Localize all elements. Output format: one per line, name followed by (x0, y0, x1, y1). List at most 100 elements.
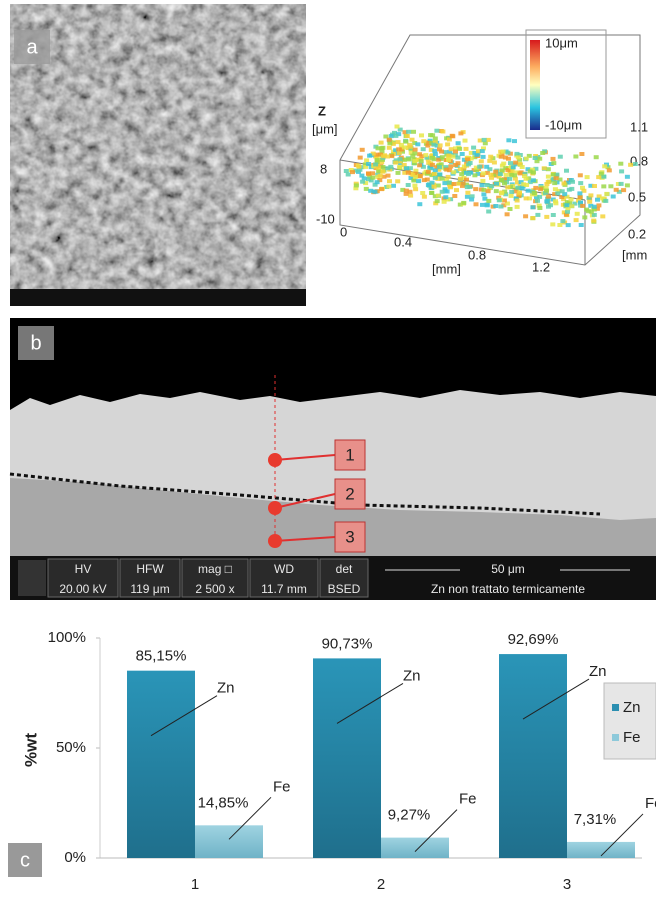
bar (127, 671, 195, 858)
surface-speck (511, 165, 516, 169)
surface-speck (603, 199, 608, 203)
surface-speck (403, 140, 408, 144)
surface-speck (625, 175, 630, 179)
surface-speck (492, 161, 497, 165)
surface-speck (509, 190, 514, 194)
surface-speck (585, 175, 590, 179)
surface-speck (580, 204, 585, 208)
surface-speck (565, 210, 570, 214)
surface-speck (429, 191, 434, 195)
value-label: 90,73% (322, 635, 373, 652)
surface-speck (542, 166, 547, 170)
surface-speck (440, 155, 445, 159)
surface-speck (566, 223, 571, 227)
chart: c %wt 0%50%100%185,15%Zn14,85%Fe290,73%Z… (8, 629, 656, 893)
surface-speck (509, 194, 514, 198)
surface-speck (360, 180, 365, 184)
surface-speck (481, 171, 486, 175)
surface-speck (569, 187, 574, 191)
surface-speck (528, 169, 533, 173)
y-tick: 0.5 (628, 189, 646, 204)
surface-speck (376, 146, 381, 150)
surface-speck (473, 187, 478, 191)
surface-speck (440, 130, 445, 134)
z-tick: 8 (320, 161, 327, 176)
surface-speck (433, 152, 438, 156)
surface-speck (430, 163, 435, 167)
info-cells: HV20.00 kVHFW119 μmmag □2 500 xWD11.7 mm… (48, 559, 368, 597)
surface-speck (602, 164, 607, 168)
surface-speck (607, 168, 612, 172)
surface-speck (486, 189, 491, 193)
surface-speck (522, 174, 527, 178)
surface-speck (489, 184, 494, 188)
surface-speck (569, 204, 574, 208)
surface-speck (480, 149, 485, 153)
surface-speck (379, 187, 384, 191)
surface-speck (554, 176, 559, 180)
surface-speck (380, 146, 385, 150)
surface-speck (546, 205, 551, 209)
surface-speck (446, 175, 451, 179)
logo (18, 560, 46, 596)
x-tick: 0.4 (394, 234, 412, 249)
point-label: 1 (345, 445, 354, 464)
surface-speck (422, 178, 427, 182)
surface-speck (532, 191, 537, 195)
sem-info-bar (10, 289, 306, 306)
surface-speck (551, 161, 556, 165)
surface-speck (450, 134, 455, 138)
surface-speck (420, 191, 425, 195)
surface-speck (531, 178, 536, 182)
surface-speck (499, 191, 504, 195)
surface-speck (517, 192, 522, 196)
surface-speck (375, 180, 380, 184)
surface-speck (586, 209, 591, 213)
y-axis-label: %wt (21, 733, 40, 767)
surface-speck (570, 180, 575, 184)
surface-speck (357, 165, 362, 169)
surface-speck (426, 170, 431, 174)
surface-speck (551, 213, 556, 217)
surface-speck (364, 158, 369, 162)
surface-speck (433, 137, 438, 141)
surface-speck (611, 195, 616, 199)
surface-speck (555, 191, 560, 195)
surface-speck (416, 179, 421, 183)
surface-speck (533, 186, 538, 190)
surface-speck (601, 184, 606, 188)
surface-speck (350, 170, 355, 174)
info-key: mag □ (198, 562, 232, 576)
panel-label: b (30, 332, 41, 354)
sample-label: Zn non trattato termicamente (431, 582, 585, 596)
colorbar-min: -10μm (545, 117, 582, 132)
surface-speck (550, 222, 555, 226)
surface-speck (523, 214, 528, 218)
y-tick: 1.1 (630, 119, 648, 134)
surface-speck (445, 142, 450, 146)
surface-speck (600, 214, 605, 218)
annotation: Fe (645, 795, 656, 812)
surface-speck (546, 180, 551, 184)
surface-speck (358, 156, 363, 160)
surface-speck (518, 171, 523, 175)
legend-label: Fe (623, 729, 641, 746)
surface-speck (553, 187, 558, 191)
z-unit: [μm] (312, 121, 338, 136)
surface-speck (421, 147, 426, 151)
surface-speck (482, 138, 487, 142)
annotation: Zn (589, 663, 607, 680)
surface-speck (379, 141, 384, 145)
panel-label: c (20, 849, 30, 871)
surface-speck (599, 172, 604, 176)
panel-a: a (10, 4, 306, 306)
surface-speck (480, 183, 485, 187)
surface-speck (396, 171, 401, 175)
surface-speck (530, 216, 535, 220)
legend-swatch (612, 734, 619, 741)
surface-speck (415, 142, 420, 146)
surface-speck (388, 165, 393, 169)
surface-speck (404, 166, 409, 170)
surface-speck (592, 184, 597, 188)
surface-speck (431, 143, 436, 147)
